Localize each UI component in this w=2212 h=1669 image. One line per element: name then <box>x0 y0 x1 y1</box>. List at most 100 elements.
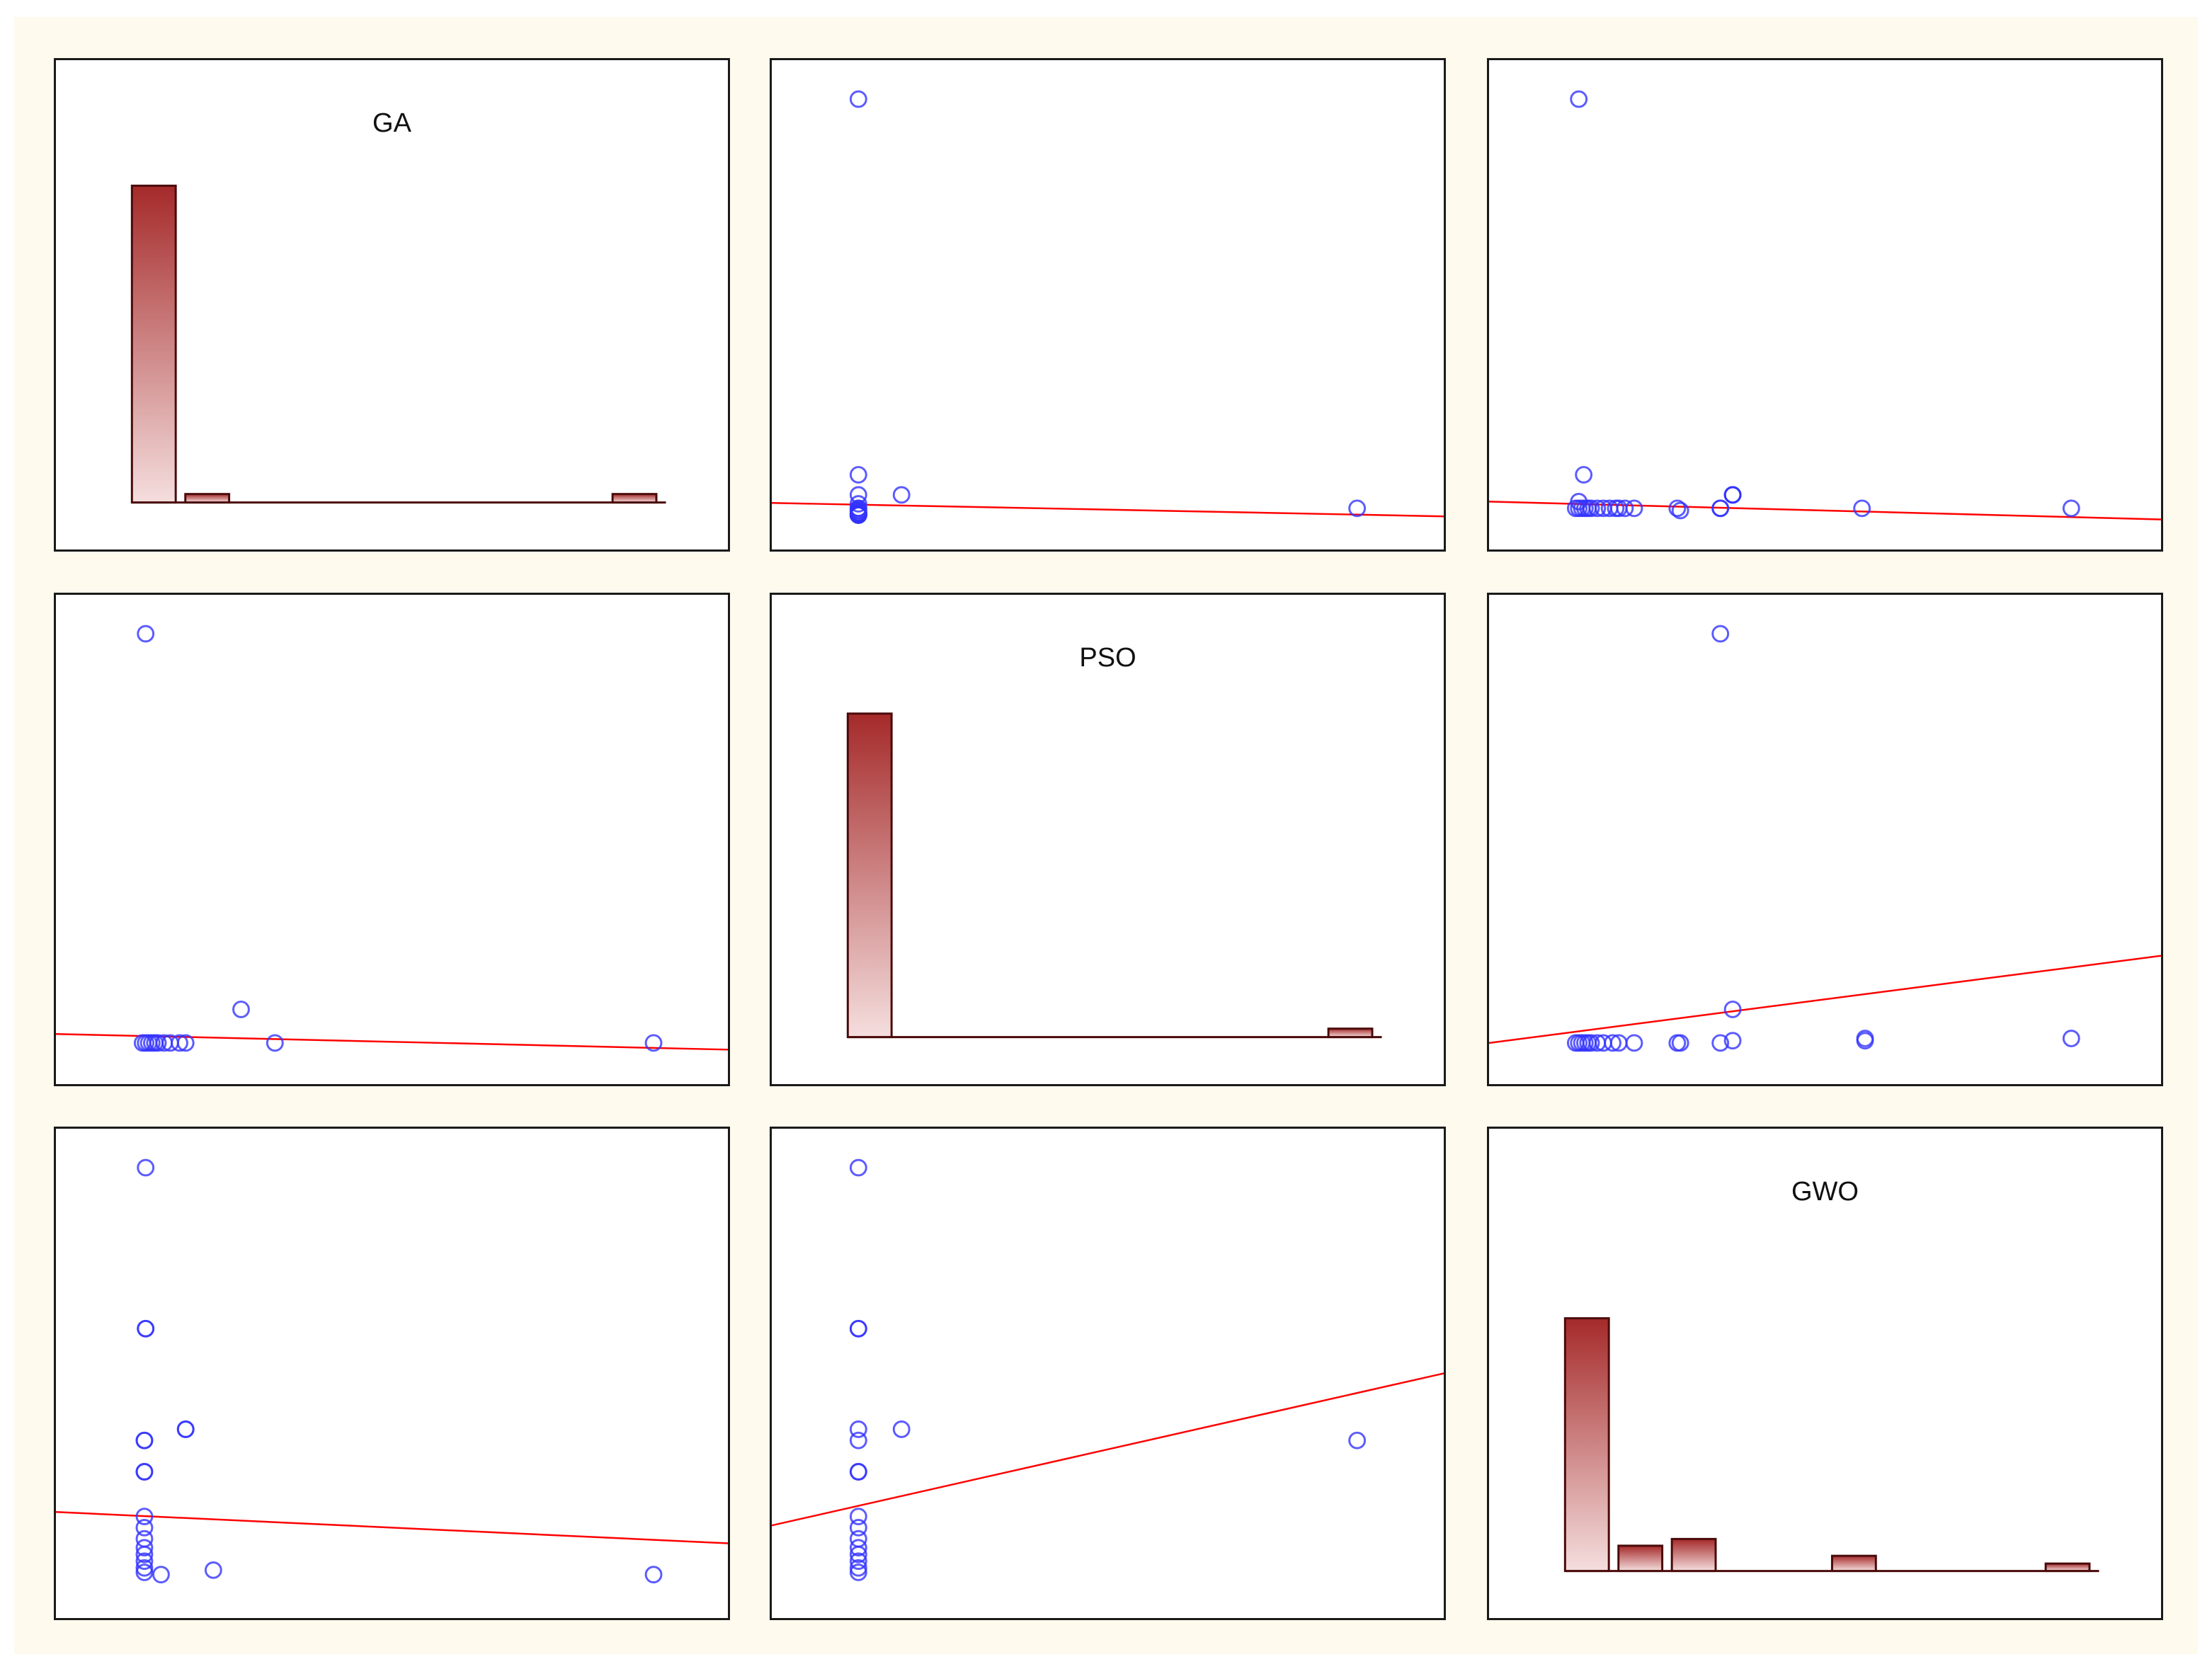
hist-bar <box>1563 1317 1610 1573</box>
scatter-point <box>1853 499 1871 518</box>
scatter-point <box>1671 1034 1689 1052</box>
panel-plot <box>1489 90 2161 520</box>
scatter-point <box>176 1420 195 1438</box>
scatter-point <box>176 1034 195 1052</box>
scatter-point <box>849 1431 867 1449</box>
scatter-point <box>1625 499 1643 518</box>
scatter-point <box>135 1518 154 1537</box>
hist-bar <box>184 493 231 504</box>
scatter-point <box>1711 1034 1730 1052</box>
hist-bar <box>846 712 893 1039</box>
scatter-point <box>232 1001 250 1018</box>
scatter-point <box>204 1561 222 1579</box>
regression-line <box>1489 955 2161 1044</box>
scatter-point <box>1588 499 1607 518</box>
panel-1-1: PSO <box>770 593 1446 1086</box>
panel-plot <box>772 1158 1444 1581</box>
panel-2-1 <box>770 1127 1446 1620</box>
scatter-point <box>135 1563 154 1581</box>
panel-plot <box>846 712 1382 1039</box>
panel-2-0 <box>54 1127 730 1620</box>
scatter-point <box>849 1563 867 1581</box>
scatter-point <box>1582 1034 1600 1052</box>
panel-plot <box>56 1158 728 1584</box>
scatter-point <box>135 1431 154 1449</box>
scatter-point <box>849 1463 867 1481</box>
hist-bar <box>2044 1562 2091 1573</box>
regression-line <box>772 1372 1444 1527</box>
scatter-point <box>1711 625 1730 643</box>
scatter-point <box>1604 1034 1621 1052</box>
scatter-point <box>849 1559 867 1577</box>
hist-bar <box>611 493 658 504</box>
panel-0-2 <box>1487 58 2163 552</box>
scatter-point <box>135 1559 154 1577</box>
scatter-point <box>849 1552 867 1571</box>
scatter-point <box>1723 1001 1742 1018</box>
scatter-point <box>2062 1030 2080 1047</box>
scatter-point <box>849 1158 867 1177</box>
scatter-point <box>849 506 867 524</box>
hist-bar <box>1617 1544 1664 1573</box>
scatter-point <box>1625 1034 1643 1052</box>
panel-0-0: GA <box>54 58 730 552</box>
scatter-point <box>1348 1431 1367 1449</box>
scatter-point <box>135 1552 154 1571</box>
scatter-point <box>135 1508 154 1525</box>
scatterplot-matrix: GA PSO GWO <box>14 17 2198 1654</box>
scatter-point <box>149 1034 167 1052</box>
scatter-point <box>137 1319 155 1338</box>
scatter-point <box>849 1518 867 1537</box>
panel-0-1 <box>770 58 1446 552</box>
scatter-point <box>1616 499 1634 518</box>
panel-title: PSO <box>1079 643 1136 673</box>
scatter-point <box>1711 499 1730 518</box>
scatter-point <box>849 1319 867 1338</box>
regression-line <box>56 1511 728 1544</box>
scatter-point <box>1723 1032 1742 1050</box>
scatter-point <box>135 1530 154 1548</box>
hist-bar <box>1670 1537 1717 1573</box>
hist-bar <box>1327 1027 1374 1039</box>
panel-1-0 <box>54 593 730 1086</box>
scatter-point <box>135 1539 154 1557</box>
panel-1-2 <box>1487 593 2163 1086</box>
scatter-point <box>849 495 867 513</box>
scatter-point <box>644 1034 663 1052</box>
scatter-point <box>1856 1030 1874 1047</box>
scatter-point <box>849 1508 867 1525</box>
scatter-point <box>1582 499 1600 518</box>
panel-plot <box>1489 625 2161 1052</box>
hist-bar <box>130 184 177 504</box>
scatter-point <box>171 1034 188 1052</box>
scatter-point <box>1671 501 1689 520</box>
scatter-point <box>849 1420 867 1438</box>
panel-plot <box>1563 1317 2099 1573</box>
scatter-point <box>137 1158 155 1177</box>
scatter-point <box>849 1530 867 1548</box>
scatter-point <box>135 1463 154 1481</box>
panel-title: GA <box>372 108 411 138</box>
regression-line <box>1489 501 2161 520</box>
panel-2-2: GWO <box>1487 1127 2163 1620</box>
hist-bar <box>1830 1554 1877 1573</box>
panel-plot <box>56 625 728 1052</box>
scatter-point <box>849 90 867 108</box>
scatter-point <box>1668 499 1687 518</box>
scatter-point <box>152 1566 170 1584</box>
scatter-point <box>1575 466 1593 484</box>
scatter-point <box>2062 499 2080 518</box>
scatter-point <box>137 625 155 643</box>
scatter-point <box>849 1539 867 1557</box>
scatter-point <box>644 1566 663 1584</box>
scatter-point <box>135 1545 154 1563</box>
regression-line <box>772 502 1444 518</box>
scatter-point <box>849 466 867 484</box>
scatter-point <box>266 1034 284 1052</box>
panel-plot <box>772 90 1444 524</box>
panel-title: GWO <box>1791 1177 1859 1207</box>
scatter-point <box>1723 486 1742 504</box>
panel-plot <box>130 184 666 504</box>
scatter-point <box>849 1545 867 1563</box>
scatter-point <box>892 486 911 504</box>
